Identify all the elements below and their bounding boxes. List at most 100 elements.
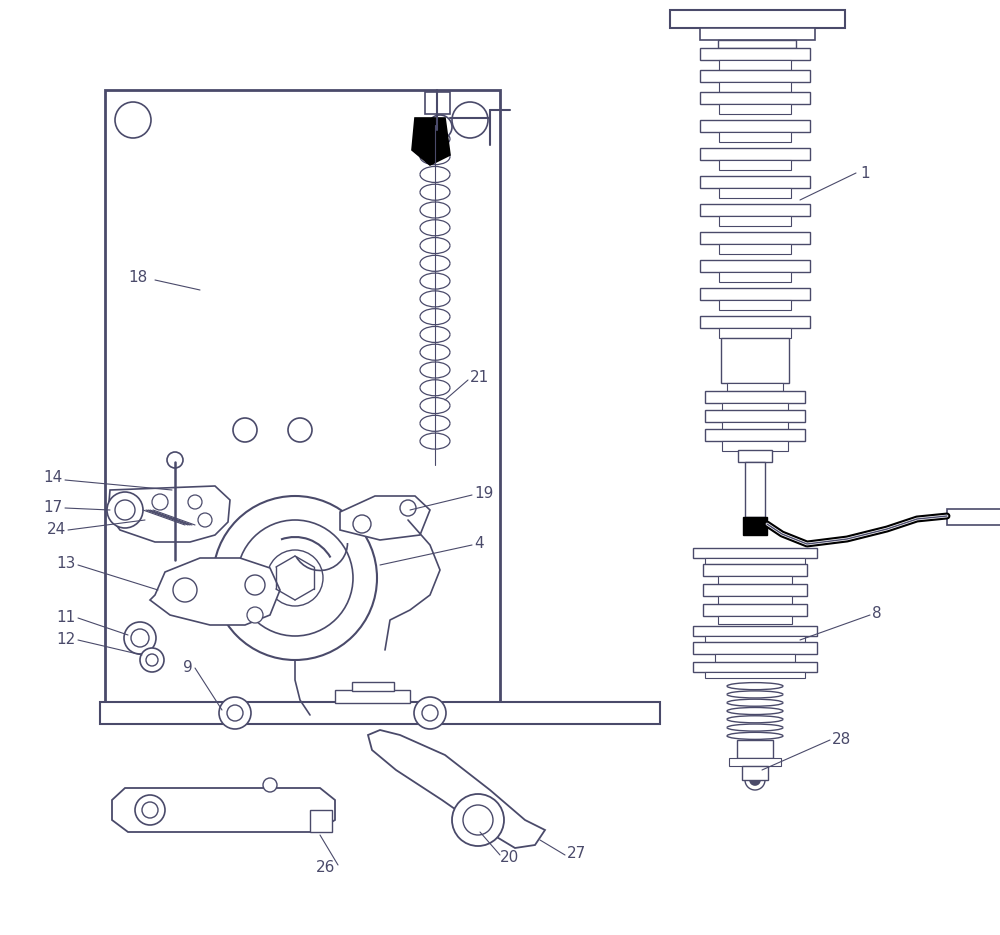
Bar <box>700 176 810 188</box>
Bar <box>715 654 795 662</box>
Bar <box>738 450 772 462</box>
Circle shape <box>227 705 243 721</box>
Circle shape <box>115 500 135 520</box>
Bar <box>722 403 788 413</box>
Bar <box>425 92 450 114</box>
Text: 24: 24 <box>47 523 66 538</box>
Circle shape <box>267 550 323 606</box>
Bar <box>742 766 768 780</box>
Bar <box>719 188 791 198</box>
Text: 18: 18 <box>129 270 148 285</box>
Bar <box>721 338 789 383</box>
Bar <box>722 422 788 432</box>
Bar <box>700 260 810 272</box>
Circle shape <box>353 515 371 533</box>
Text: 19: 19 <box>474 486 493 501</box>
Polygon shape <box>112 788 335 832</box>
Bar <box>100 702 660 724</box>
Bar <box>670 10 845 28</box>
Text: 4: 4 <box>474 537 484 552</box>
Bar <box>718 576 792 584</box>
Circle shape <box>233 418 257 442</box>
Circle shape <box>245 575 265 595</box>
Bar <box>718 40 796 48</box>
Bar <box>700 120 810 132</box>
Circle shape <box>463 805 493 835</box>
Circle shape <box>124 622 156 654</box>
Bar <box>700 204 810 216</box>
Bar <box>719 82 791 92</box>
Text: 8: 8 <box>872 607 882 622</box>
Bar <box>719 216 791 226</box>
Circle shape <box>188 495 202 509</box>
Circle shape <box>198 513 212 527</box>
Text: 28: 28 <box>832 731 851 746</box>
Text: 12: 12 <box>57 631 76 646</box>
Bar <box>718 616 792 624</box>
Text: 1: 1 <box>860 165 870 180</box>
Bar <box>700 232 810 244</box>
Bar <box>705 410 805 422</box>
Bar <box>705 636 805 642</box>
Text: 9: 9 <box>183 659 193 674</box>
Bar <box>700 48 810 60</box>
Circle shape <box>131 629 149 647</box>
Circle shape <box>115 102 151 138</box>
Bar <box>719 300 791 310</box>
Polygon shape <box>412 118 450 165</box>
Circle shape <box>452 794 504 846</box>
Bar <box>693 642 817 654</box>
Text: 13: 13 <box>57 555 76 570</box>
Bar <box>719 328 791 338</box>
Bar <box>705 558 805 564</box>
Bar <box>703 564 807 576</box>
Bar <box>693 662 817 672</box>
Bar <box>718 596 792 604</box>
Bar <box>719 160 791 170</box>
Text: 27: 27 <box>567 846 586 861</box>
Bar <box>700 92 810 104</box>
Circle shape <box>140 648 164 672</box>
Circle shape <box>263 778 277 792</box>
Bar <box>722 441 788 451</box>
Bar <box>310 810 332 832</box>
Circle shape <box>750 775 760 785</box>
Circle shape <box>146 654 158 666</box>
Bar <box>727 383 783 391</box>
Circle shape <box>237 520 353 636</box>
Bar <box>700 316 810 328</box>
Bar <box>703 584 807 596</box>
Bar <box>719 132 791 142</box>
Circle shape <box>745 770 765 790</box>
Circle shape <box>422 705 438 721</box>
Bar <box>947 509 1000 525</box>
Bar <box>719 104 791 114</box>
Circle shape <box>152 494 168 510</box>
Circle shape <box>135 795 165 825</box>
Bar <box>745 462 765 517</box>
Circle shape <box>142 802 158 818</box>
Bar <box>705 672 805 678</box>
Bar <box>700 148 810 160</box>
Text: 11: 11 <box>57 610 76 625</box>
Circle shape <box>115 500 135 520</box>
Circle shape <box>414 697 446 729</box>
Text: 26: 26 <box>316 859 335 874</box>
Bar <box>719 244 791 254</box>
Circle shape <box>400 500 416 516</box>
Bar <box>693 626 817 636</box>
Circle shape <box>452 102 488 138</box>
Circle shape <box>428 115 452 139</box>
Polygon shape <box>368 730 545 848</box>
Bar <box>743 517 767 535</box>
Bar <box>719 272 791 282</box>
Bar <box>719 60 791 70</box>
Bar <box>700 288 810 300</box>
Bar <box>729 758 781 766</box>
Bar <box>705 429 805 441</box>
Text: 21: 21 <box>470 370 489 385</box>
Circle shape <box>247 607 263 623</box>
Circle shape <box>213 496 377 660</box>
Bar <box>693 548 817 558</box>
Polygon shape <box>108 486 230 542</box>
